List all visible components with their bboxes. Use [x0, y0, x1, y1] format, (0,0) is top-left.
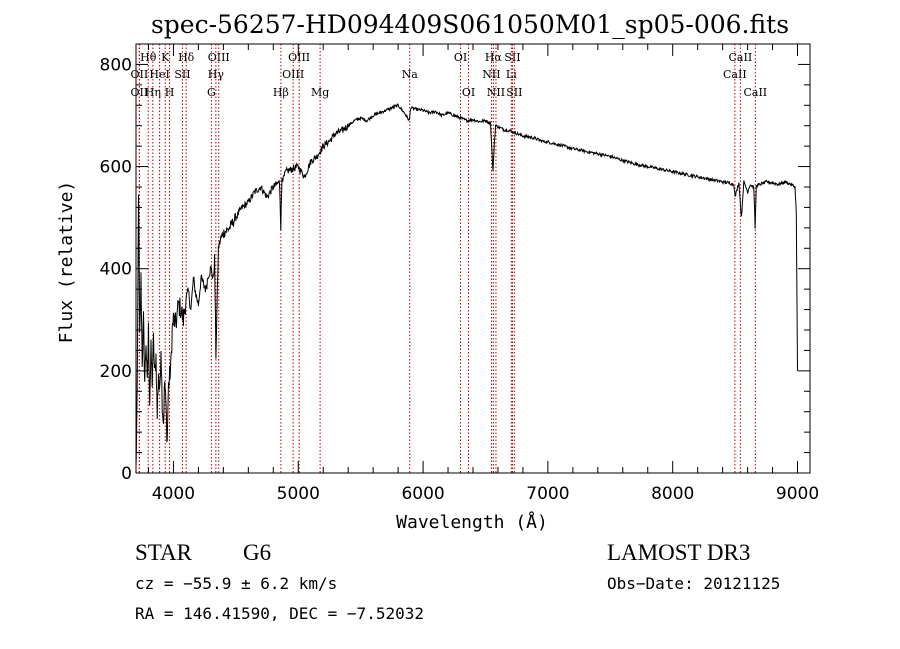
line-marker-label: K — [161, 51, 170, 64]
x-tick-label: 7000 — [526, 484, 569, 504]
object-class: STAR — [135, 540, 193, 565]
line-marker-label: CaII — [729, 51, 753, 64]
redshift-velocity: cz = −55.9 ± 6.2 km/s — [135, 574, 337, 593]
line-marker-label: OIII — [208, 51, 230, 64]
line-marker-label: Hβ — [273, 86, 289, 99]
line-marker-label: CaII — [743, 86, 767, 99]
line-marker-label: G — [207, 86, 216, 99]
line-marker-label: NII — [482, 68, 500, 81]
observation-date: Obs−Date: 20121125 — [607, 574, 780, 593]
y-tick-label: 0 — [121, 464, 132, 484]
plot-frame — [135, 43, 811, 474]
line-marker-label: HeI — [149, 68, 169, 81]
line-marker-label: Hθ — [140, 51, 157, 64]
survey-name: LAMOST DR3 — [607, 540, 750, 565]
y-tick-label: 400 — [100, 260, 132, 280]
line-marker-label: OIII — [288, 51, 310, 64]
line-marker-label: Hδ — [178, 51, 195, 64]
y-tick-label: 200 — [100, 362, 132, 382]
line-marker-label: SII — [506, 86, 522, 99]
coordinates: RA = 146.41590, DEC = −7.52032 — [135, 604, 424, 623]
line-marker-label: OII — [131, 86, 149, 99]
line-marker-label: SII — [504, 51, 520, 64]
spectrum-series-line — [135, 103, 798, 467]
x-axis-label: Wavelength (Å) — [396, 511, 548, 533]
x-tick-label: 8000 — [651, 484, 694, 504]
line-marker-label: Hγ — [208, 68, 225, 81]
line-marker-label: NII — [487, 86, 505, 99]
x-tick-label: 4000 — [152, 484, 195, 504]
line-marker-label: Na — [402, 68, 419, 81]
line-marker-label: OI — [454, 51, 467, 64]
line-marker-label: H — [165, 86, 175, 99]
y-axis-label: Flux (relative) — [56, 181, 77, 344]
y-tick-label: 800 — [100, 55, 132, 75]
line-marker-label: Li — [506, 68, 517, 81]
line-marker-label: OII — [131, 68, 149, 81]
object-subclass: G6 — [243, 540, 271, 565]
x-tick-label: 5000 — [277, 484, 320, 504]
axis-ticks: 4000 5000 6000 7000 8000 9000 0 200 400 600 800 — [100, 43, 819, 504]
line-marker-label: Mg — [311, 86, 329, 99]
x-tick-label: 6000 — [401, 484, 444, 504]
line-marker-label: SII — [174, 68, 190, 81]
x-tick-label: 9000 — [776, 484, 819, 504]
line-marker-label: Hα — [485, 51, 503, 64]
y-tick-label: 600 — [100, 158, 132, 178]
line-marker-label: OI — [462, 86, 475, 99]
chart-title: spec-56257-HD094409S061050M01_sp05-006.f… — [151, 10, 789, 39]
line-marker-label: OIII — [282, 68, 304, 81]
line-marker-label: Hη — [145, 86, 161, 99]
line-marker-label: CaII — [723, 68, 747, 81]
